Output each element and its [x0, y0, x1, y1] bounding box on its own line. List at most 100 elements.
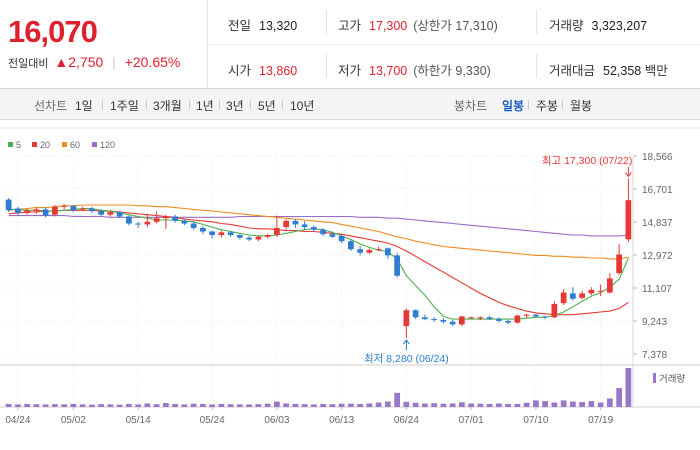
candle-body [570, 293, 576, 299]
candle-body [135, 223, 141, 225]
volume-legend-swatch [653, 373, 656, 383]
volume-bar [320, 403, 326, 407]
volume-bar [570, 401, 576, 407]
candle-body [107, 212, 114, 215]
candle-body [394, 255, 400, 276]
price-change-row: 전일대비 ▲2,750 | +20.65% [8, 54, 180, 71]
volume-bar [533, 400, 539, 407]
candle-body [579, 293, 585, 298]
period-3y[interactable]: 3년 [226, 99, 244, 113]
candle-body [505, 320, 511, 323]
period-1y[interactable]: 1년 [196, 99, 214, 113]
chart-toolbar: 선차트 1일 1주일 3개월 1년 3년 5년 10년 봉차트 일봉 주봉 월봉 [0, 89, 700, 120]
legend-swatch-5 [8, 142, 13, 147]
x-tick-label: 07/01 [459, 415, 484, 426]
candle-daily[interactable]: 일봉 [502, 99, 525, 113]
volume-bar [588, 401, 595, 407]
period-1d[interactable]: 1일 [75, 99, 93, 113]
volume-bar [153, 404, 160, 407]
volume-bar [246, 404, 252, 407]
candle-body [218, 232, 225, 236]
candle-body [560, 292, 567, 304]
candle-body [440, 319, 447, 322]
period-1w[interactable]: 1주일 [110, 99, 139, 113]
candle-body [375, 249, 382, 251]
volume-bar [311, 404, 317, 407]
period-3m[interactable]: 3개월 [153, 99, 182, 113]
volume-bar [579, 402, 585, 407]
candle-body [116, 212, 123, 217]
low-arrow-icon [402, 339, 410, 345]
trade-amount-info: 거래대금 52,358 백만 [549, 64, 668, 78]
candle-body [329, 234, 336, 237]
candle-monthly[interactable]: 월봉 [570, 99, 593, 113]
y-tick-label: 11,107 [642, 284, 672, 295]
volume-bar [616, 388, 622, 407]
ma60-line [8, 204, 629, 260]
legend-label-120: 120 [100, 140, 115, 150]
volume-bar [514, 403, 521, 407]
period-5y[interactable]: 5년 [258, 99, 276, 113]
y-tick-label: 16,701 [642, 185, 673, 196]
x-tick-label: 07/10 [523, 415, 548, 426]
candle-body [79, 208, 86, 210]
volume-legend-label: 거래량 [659, 373, 685, 385]
volume-bar [542, 401, 548, 407]
volume-bar [172, 403, 178, 407]
candle-body [496, 319, 502, 321]
volume-bar [496, 403, 502, 407]
candle-body [163, 216, 169, 219]
current-price-box: 16,070 전일대비 ▲2,750 | +20.65% [0, 0, 208, 88]
candle-body [61, 205, 67, 207]
volume-bar [394, 392, 400, 407]
candle-body [357, 249, 363, 253]
volume-bar [5, 403, 12, 407]
legend-swatch-20 [32, 142, 37, 147]
ma-legend: 5 20 60 120 [8, 140, 115, 150]
candle-body [449, 321, 456, 325]
candle-body [33, 209, 40, 212]
candle-body [172, 216, 178, 221]
candle-body [348, 241, 354, 250]
volume-bar [255, 404, 262, 407]
candle-body [292, 220, 299, 225]
candle-body [542, 316, 548, 318]
volume-bar [403, 401, 410, 407]
x-tick-label: 05/02 [61, 415, 86, 426]
candle-body [126, 216, 132, 224]
volume-bar [459, 402, 465, 407]
candle-body [209, 231, 215, 236]
period-10y[interactable]: 10년 [290, 99, 315, 113]
candlestick-chart: 5 20 60 120 18,566 16,701 14,837 12,972 11,107 9… [0, 127, 700, 426]
volume-bar [24, 403, 30, 407]
chart-annotations: 최고 17,300 (07/22) 최저 8,280 (06/24) [364, 155, 632, 365]
volume-bar [607, 398, 613, 407]
legend-label-5: 5 [16, 140, 21, 150]
change-label: 전일대비 [8, 58, 49, 70]
volume-bar [357, 403, 363, 407]
volume-bar [126, 403, 132, 407]
candle-body [42, 209, 49, 216]
volume-bar [412, 402, 419, 407]
volume-bar [227, 404, 234, 407]
candle-body [283, 220, 289, 228]
candle-body [597, 290, 604, 292]
candle-body [246, 237, 252, 240]
candle-body [24, 210, 30, 213]
volume-bar [42, 404, 49, 407]
ma120-line [8, 215, 629, 237]
volume-bar [98, 404, 104, 407]
candle-weekly[interactable]: 주봉 [536, 99, 559, 113]
volume-bar [292, 403, 299, 407]
volume-bar [209, 404, 215, 407]
legend-swatch-120 [92, 142, 97, 147]
candle-body [588, 289, 595, 294]
volume-bar [274, 401, 280, 407]
current-price: 16,070 [8, 14, 98, 49]
volume-bar [422, 403, 428, 407]
candle-body [311, 227, 317, 230]
volume-bar [135, 404, 141, 407]
candle-body [70, 205, 77, 211]
high-price-info: 고가 17,300 (상한가 17,310) [338, 19, 498, 33]
volume-bar [163, 402, 169, 407]
